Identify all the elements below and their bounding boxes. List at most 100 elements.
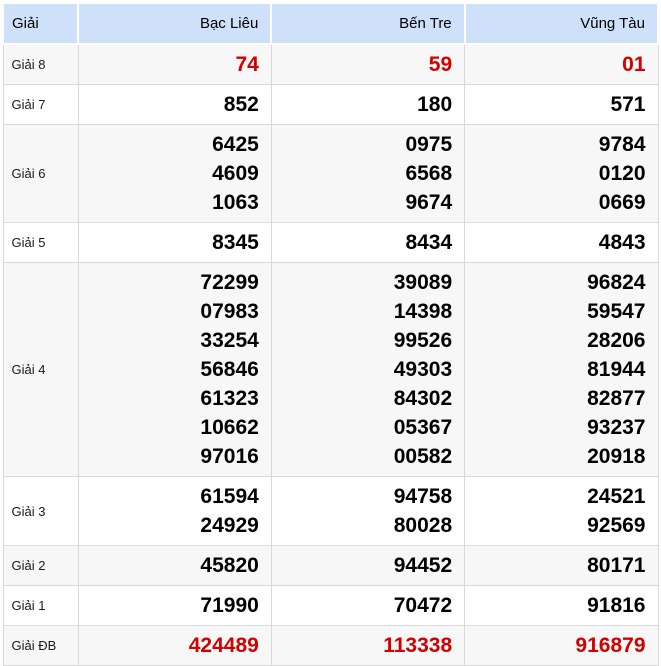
table-row: Giải 8 74 59 01	[2, 43, 659, 85]
prize-number: 49303	[393, 358, 453, 381]
prize-number: 71990	[200, 594, 259, 617]
prize-number: 59	[428, 53, 453, 76]
header-row: Giải Bạc Liêu Bến Tre Vũng Tàu	[2, 2, 660, 45]
prize-number: 96824	[587, 271, 646, 294]
header-province-vung-tau: Vũng Tàu	[463, 2, 660, 45]
prize-cell: 61594 24929	[77, 476, 272, 546]
prize-number: 852	[223, 93, 259, 116]
prize-cell: 71990	[77, 585, 272, 626]
results-table-header: Giải Bạc Liêu Bến Tre Vũng Tàu	[2, 2, 660, 45]
prize-number: 01	[622, 53, 646, 76]
prize-number: 9784	[598, 133, 646, 156]
prize-number: 33254	[200, 329, 259, 352]
prize-number: 97016	[200, 445, 259, 468]
prize-number: 10662	[200, 416, 259, 439]
prize-cell: 39089 14398 99526 49303 84302 05367 00582	[270, 262, 466, 477]
header-province-bac-lieu: Bạc Liêu	[76, 2, 273, 45]
prize-cell: 91816	[464, 585, 659, 626]
prize-number: 9674	[405, 191, 453, 214]
prize-number: 61594	[200, 485, 259, 508]
prize-number: 81944	[587, 358, 646, 381]
prize-cell: 0975 6568 9674	[270, 124, 466, 223]
prize-number: 84302	[393, 387, 453, 410]
prize-cell: 424489	[77, 625, 272, 666]
prize-number: 61323	[200, 387, 259, 410]
prize-number: 72299	[200, 271, 259, 294]
prize-number: 916879	[575, 634, 646, 657]
prize-cell: 59	[270, 43, 466, 85]
header-prize-column: Giải	[2, 2, 79, 45]
prize-number: 39089	[393, 271, 453, 294]
prize-number: 8434	[405, 231, 453, 254]
prize-number: 0120	[598, 162, 646, 185]
prize-number: 94452	[393, 554, 453, 577]
prize-number: 59547	[587, 300, 646, 323]
table-row: Giải 4 72299 07983 33254 56846 61323 10662 9701…	[2, 262, 659, 477]
prize-number: 4843	[598, 231, 646, 254]
prize-number: 80028	[393, 514, 453, 537]
prize-number: 82877	[587, 387, 646, 410]
prize-cell: 70472	[270, 585, 466, 626]
prize-number: 92569	[587, 514, 646, 537]
prize-number: 424489	[188, 634, 259, 657]
prize-number: 0975	[405, 133, 453, 156]
prize-number: 80171	[587, 554, 646, 577]
prize-cell: 45820	[77, 545, 272, 586]
prize-number: 8345	[212, 231, 259, 254]
prize-number: 1063	[212, 191, 259, 214]
prize-cell: 852	[77, 84, 272, 125]
prize-tier-label: Giải 6	[2, 124, 79, 223]
prize-number: 93237	[587, 416, 646, 439]
prize-number: 70472	[393, 594, 453, 617]
prize-tier-label: Giải 5	[2, 222, 79, 263]
table-row: Giải 1 71990 70472 91816	[2, 585, 659, 626]
table-row: Giải 6 6425 4609 1063 0975 6568 9674 9784 0120 06…	[2, 124, 659, 223]
prize-cell: 01	[464, 43, 659, 85]
prize-cell: 6425 4609 1063	[77, 124, 272, 223]
table-row: Giải ĐB 424489 113338 916879	[2, 625, 659, 666]
prize-number: 113338	[383, 634, 453, 657]
prize-number: 6425	[212, 133, 259, 156]
prize-number: 20918	[587, 445, 646, 468]
prize-cell: 24521 92569	[464, 476, 659, 546]
prize-cell: 72299 07983 33254 56846 61323 10662 97016	[77, 262, 272, 477]
prize-tier-label: Giải 1	[2, 585, 79, 626]
prize-cell: 80171	[464, 545, 659, 586]
prize-number: 6568	[405, 162, 453, 185]
prize-number: 28206	[587, 329, 646, 352]
prize-number: 45820	[200, 554, 259, 577]
prize-cell: 571	[464, 84, 659, 125]
prize-number: 180	[417, 93, 453, 116]
prize-cell: 113338	[270, 625, 466, 666]
prize-cell: 8434	[270, 222, 466, 263]
prize-tier-label: Giải 3	[2, 476, 79, 546]
prize-cell: 94758 80028	[270, 476, 466, 546]
prize-number: 14398	[393, 300, 453, 323]
prize-number: 91816	[587, 594, 646, 617]
table-row: Giải 2 45820 94452 80171	[2, 545, 659, 586]
prize-number: 94758	[393, 485, 453, 508]
prize-cell: 94452	[270, 545, 466, 586]
prize-tier-label: Giải ĐB	[2, 625, 79, 666]
prize-cell: 96824 59547 28206 81944 82877 93237 20918	[464, 262, 659, 477]
table-row: Giải 5 8345 8434 4843	[2, 222, 659, 263]
prize-cell: 4843	[464, 222, 659, 263]
prize-number: 24521	[587, 485, 646, 508]
prize-number: 74	[235, 53, 259, 76]
header-province-ben-tre: Bến Tre	[270, 2, 466, 45]
prize-tier-label: Giải 4	[2, 262, 79, 477]
prize-tier-label: Giải 8	[2, 43, 79, 85]
prize-cell: 74	[77, 43, 272, 85]
prize-tier-label: Giải 7	[2, 84, 79, 125]
prize-number: 4609	[212, 162, 259, 185]
prize-number: 571	[610, 93, 646, 116]
prize-cell: 180	[270, 84, 466, 125]
prize-number: 07983	[200, 300, 259, 323]
prize-number: 56846	[200, 358, 259, 381]
prize-number: 24929	[200, 514, 259, 537]
prize-cell: 9784 0120 0669	[464, 124, 659, 223]
table-row: Giải 3 61594 24929 94758 80028 24521 92569	[2, 476, 659, 546]
prize-number: 0669	[598, 191, 646, 214]
prize-number: 05367	[393, 416, 453, 439]
